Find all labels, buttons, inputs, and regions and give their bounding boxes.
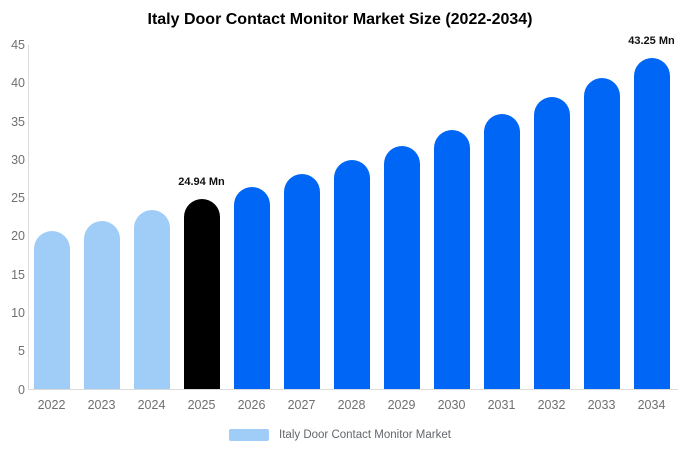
- data-label-2034: 43.25 Mn: [628, 35, 675, 48]
- y-tick-label-30: 30: [11, 152, 25, 167]
- y-tick-label-0: 0: [18, 382, 25, 397]
- bar-2024[interactable]: [133, 209, 170, 390]
- x-tick-label-2027: 2027: [287, 398, 316, 412]
- y-axis-line: [28, 45, 29, 390]
- x-tick-label-2032: 2032: [537, 398, 566, 412]
- y-tick-label-35: 35: [11, 114, 25, 129]
- legend-swatch: [229, 429, 270, 441]
- y-tick-label-15: 15: [11, 267, 25, 282]
- bar-2022[interactable]: [33, 230, 70, 390]
- chart-title: Italy Door Contact Monitor Market Size (…: [147, 11, 533, 28]
- y-tick-label-20: 20: [11, 229, 25, 244]
- bar-2023[interactable]: [83, 220, 120, 390]
- bar-2032[interactable]: [533, 96, 570, 390]
- x-tick-label-2025: 2025: [187, 398, 216, 412]
- bar-2029[interactable]: [383, 145, 420, 390]
- bar-2034[interactable]: [633, 58, 670, 390]
- bar-2027[interactable]: [283, 173, 320, 390]
- bar-2025[interactable]: [183, 198, 220, 390]
- x-tick-label-2030: 2030: [437, 398, 466, 412]
- bar-2033[interactable]: [583, 78, 620, 390]
- y-tick-label-25: 25: [11, 191, 25, 206]
- x-tick-label-2028: 2028: [337, 398, 366, 412]
- y-tick-label-45: 45: [11, 38, 25, 52]
- x-tick-label-2034: 2034: [637, 398, 666, 412]
- bar-2030[interactable]: [433, 130, 470, 390]
- x-tick-label-2022: 2022: [37, 398, 66, 412]
- x-tick-label-2029: 2029: [387, 398, 416, 412]
- x-tick-label-2031: 2031: [487, 398, 516, 412]
- bar-2031[interactable]: [483, 113, 520, 390]
- bar-2026[interactable]: [233, 186, 270, 390]
- y-tick-label-40: 40: [11, 76, 25, 91]
- x-tick-label-2024: 2024: [137, 398, 166, 412]
- x-tick-label-2033: 2033: [587, 398, 616, 412]
- x-tick-label-2026: 2026: [237, 398, 266, 412]
- legend-label: Italy Door Contact Monitor Market: [279, 429, 451, 441]
- legend-item[interactable]: Italy Door Contact Monitor Market: [0, 426, 680, 444]
- y-tick-label-5: 5: [18, 344, 25, 359]
- y-tick-label-10: 10: [11, 305, 25, 320]
- data-label-2025: 24.94 Mn: [178, 175, 225, 188]
- bar-2028[interactable]: [333, 160, 370, 390]
- x-tick-label-2023: 2023: [87, 398, 116, 412]
- x-axis-baseline: [28, 389, 678, 390]
